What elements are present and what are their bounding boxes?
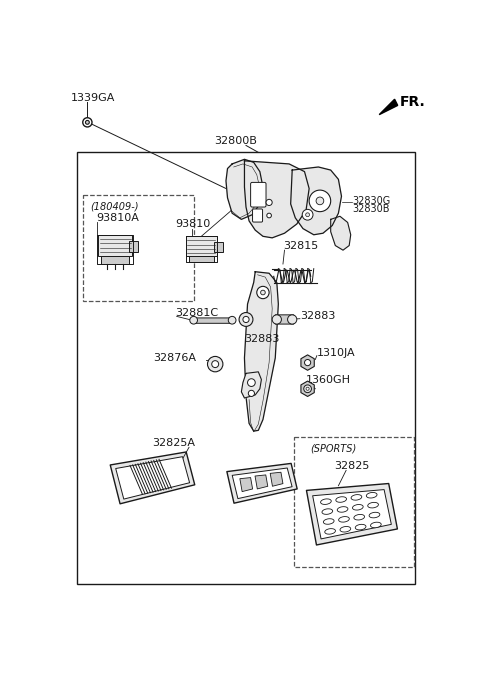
Circle shape: [239, 312, 253, 326]
Polygon shape: [331, 216, 351, 250]
Text: 93810: 93810: [175, 219, 210, 229]
Circle shape: [288, 315, 297, 324]
Circle shape: [267, 213, 271, 218]
FancyBboxPatch shape: [101, 256, 129, 264]
Polygon shape: [306, 483, 397, 545]
Text: 1339GA: 1339GA: [71, 93, 115, 103]
Circle shape: [316, 197, 324, 205]
Ellipse shape: [324, 519, 334, 524]
Polygon shape: [312, 489, 391, 539]
Text: 32830B: 32830B: [352, 203, 390, 213]
Ellipse shape: [369, 512, 380, 518]
FancyBboxPatch shape: [186, 236, 217, 256]
Ellipse shape: [340, 526, 351, 532]
Text: 32883: 32883: [244, 334, 280, 345]
Circle shape: [266, 199, 272, 205]
Circle shape: [306, 213, 310, 217]
Ellipse shape: [366, 493, 377, 498]
Ellipse shape: [355, 524, 366, 530]
Text: (SPORTS): (SPORTS): [311, 444, 357, 454]
Ellipse shape: [321, 499, 331, 505]
Polygon shape: [291, 167, 341, 235]
Ellipse shape: [338, 517, 349, 522]
FancyBboxPatch shape: [98, 235, 132, 256]
Ellipse shape: [325, 528, 336, 534]
Text: 32876A: 32876A: [154, 353, 197, 363]
Text: FR.: FR.: [400, 96, 426, 109]
Text: 32881C: 32881C: [175, 308, 218, 318]
Ellipse shape: [354, 514, 365, 520]
Polygon shape: [227, 464, 297, 503]
Circle shape: [190, 316, 197, 324]
Text: 1360GH: 1360GH: [306, 374, 351, 384]
Ellipse shape: [368, 502, 378, 508]
Circle shape: [248, 390, 254, 396]
Ellipse shape: [351, 495, 362, 500]
Polygon shape: [244, 161, 309, 238]
Circle shape: [272, 315, 281, 324]
FancyBboxPatch shape: [189, 256, 214, 262]
Circle shape: [212, 361, 219, 367]
Circle shape: [304, 385, 312, 392]
Text: 32883: 32883: [300, 312, 335, 322]
Ellipse shape: [352, 505, 363, 510]
FancyBboxPatch shape: [192, 318, 234, 323]
FancyBboxPatch shape: [252, 209, 263, 222]
Circle shape: [306, 387, 309, 390]
Circle shape: [83, 118, 92, 127]
Ellipse shape: [337, 507, 348, 512]
Circle shape: [257, 286, 269, 299]
Circle shape: [248, 379, 255, 386]
Text: 32830G: 32830G: [352, 196, 391, 206]
Text: 32815: 32815: [283, 240, 318, 250]
Text: 32825A: 32825A: [152, 437, 195, 448]
Text: 1310JA: 1310JA: [317, 349, 356, 358]
FancyBboxPatch shape: [275, 315, 294, 324]
Polygon shape: [379, 99, 398, 114]
Text: 32825: 32825: [334, 461, 369, 470]
Bar: [77, 152, 415, 583]
Polygon shape: [110, 452, 195, 504]
Polygon shape: [270, 472, 283, 487]
Bar: [83, 194, 194, 301]
Circle shape: [85, 120, 89, 125]
Circle shape: [261, 290, 265, 295]
Circle shape: [309, 190, 331, 212]
Polygon shape: [240, 478, 252, 491]
Ellipse shape: [336, 497, 347, 502]
Polygon shape: [241, 371, 262, 398]
Circle shape: [207, 357, 223, 371]
Ellipse shape: [371, 522, 381, 528]
Text: 93810A: 93810A: [96, 213, 140, 223]
Text: (180409-): (180409-): [90, 201, 139, 211]
Polygon shape: [232, 468, 292, 499]
Polygon shape: [301, 355, 314, 370]
Text: 32800B: 32800B: [214, 136, 257, 146]
FancyBboxPatch shape: [214, 242, 223, 252]
Polygon shape: [255, 475, 268, 489]
Ellipse shape: [322, 509, 333, 514]
Bar: [294, 437, 414, 567]
Circle shape: [243, 316, 249, 322]
FancyBboxPatch shape: [251, 182, 266, 207]
Polygon shape: [244, 272, 278, 431]
Polygon shape: [301, 381, 314, 396]
FancyBboxPatch shape: [129, 241, 138, 252]
Circle shape: [228, 316, 236, 324]
Circle shape: [304, 359, 311, 365]
Circle shape: [302, 209, 313, 220]
Polygon shape: [116, 457, 190, 499]
Polygon shape: [226, 160, 263, 219]
